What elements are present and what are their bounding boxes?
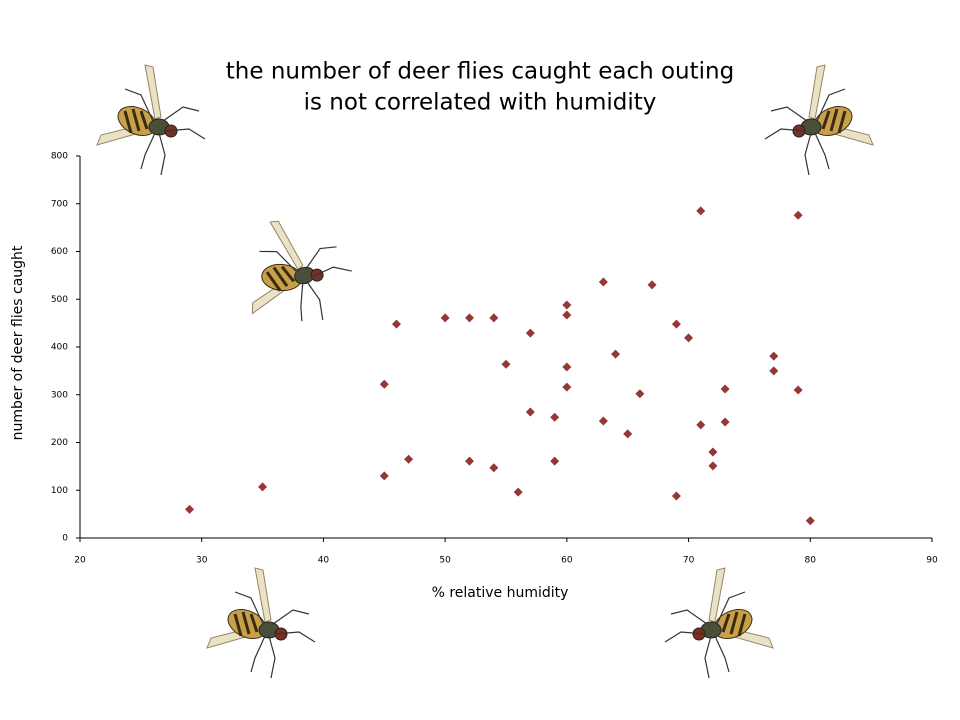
data-point bbox=[769, 366, 779, 376]
y-tick-label: 600 bbox=[51, 247, 68, 257]
y-tick-label: 300 bbox=[51, 390, 68, 400]
data-point bbox=[391, 319, 401, 329]
data-point bbox=[562, 362, 572, 372]
data-point bbox=[647, 280, 657, 290]
y-tick-label: 0 bbox=[62, 534, 68, 544]
data-point bbox=[513, 487, 523, 497]
x-tick-label: 90 bbox=[926, 556, 938, 566]
x-tick-label: 40 bbox=[318, 556, 330, 566]
data-point bbox=[696, 206, 706, 216]
data-point bbox=[525, 328, 535, 338]
chart-title: is not correlated with humidity bbox=[304, 90, 657, 116]
data-point bbox=[550, 412, 560, 422]
data-point bbox=[671, 319, 681, 329]
data-point bbox=[379, 379, 389, 389]
y-tick-label: 500 bbox=[51, 295, 68, 305]
fly-illustration bbox=[95, 63, 207, 177]
data-point bbox=[525, 407, 535, 417]
data-point bbox=[258, 482, 268, 492]
data-point bbox=[185, 504, 195, 514]
data-point bbox=[404, 454, 414, 464]
data-point bbox=[708, 461, 718, 471]
chart-title: the number of deer flies caught each out… bbox=[226, 59, 734, 85]
y-tick-label: 400 bbox=[51, 343, 68, 353]
data-point bbox=[805, 516, 815, 526]
data-point bbox=[379, 471, 389, 481]
data-point bbox=[562, 382, 572, 392]
data-point bbox=[489, 313, 499, 323]
data-point bbox=[598, 416, 608, 426]
data-point bbox=[793, 385, 803, 395]
y-axis-label: number of deer flies caught bbox=[10, 245, 26, 440]
data-point bbox=[720, 384, 730, 394]
fly-illustration bbox=[663, 566, 775, 680]
y-tick-label: 200 bbox=[51, 438, 68, 448]
data-point bbox=[793, 210, 803, 220]
data-point bbox=[562, 300, 572, 310]
x-tick-label: 70 bbox=[683, 556, 695, 566]
data-point bbox=[611, 349, 621, 359]
data-point bbox=[769, 351, 779, 361]
data-point bbox=[720, 417, 730, 427]
fly-illustration bbox=[223, 200, 366, 344]
fly-illustration bbox=[205, 566, 317, 680]
x-tick-label: 30 bbox=[196, 556, 208, 566]
y-tick-label: 100 bbox=[51, 486, 68, 496]
data-point bbox=[464, 313, 474, 323]
data-point bbox=[623, 429, 633, 439]
data-point bbox=[598, 277, 608, 287]
x-tick-label: 50 bbox=[439, 556, 451, 566]
data-point bbox=[489, 463, 499, 473]
data-point bbox=[708, 447, 718, 457]
x-axis-label: % relative humidity bbox=[432, 585, 569, 601]
x-tick-label: 80 bbox=[805, 556, 817, 566]
x-tick-label: 60 bbox=[561, 556, 573, 566]
y-tick-label: 800 bbox=[51, 152, 68, 162]
data-point bbox=[696, 420, 706, 430]
y-tick-label: 700 bbox=[51, 199, 68, 209]
data-point bbox=[550, 456, 560, 466]
x-tick-label: 20 bbox=[74, 556, 86, 566]
data-point bbox=[684, 333, 694, 343]
data-point bbox=[562, 310, 572, 320]
data-point bbox=[671, 491, 681, 501]
data-point bbox=[440, 313, 450, 323]
data-point bbox=[464, 456, 474, 466]
fly-illustration bbox=[763, 63, 875, 177]
data-point bbox=[501, 359, 511, 369]
data-point bbox=[635, 389, 645, 399]
